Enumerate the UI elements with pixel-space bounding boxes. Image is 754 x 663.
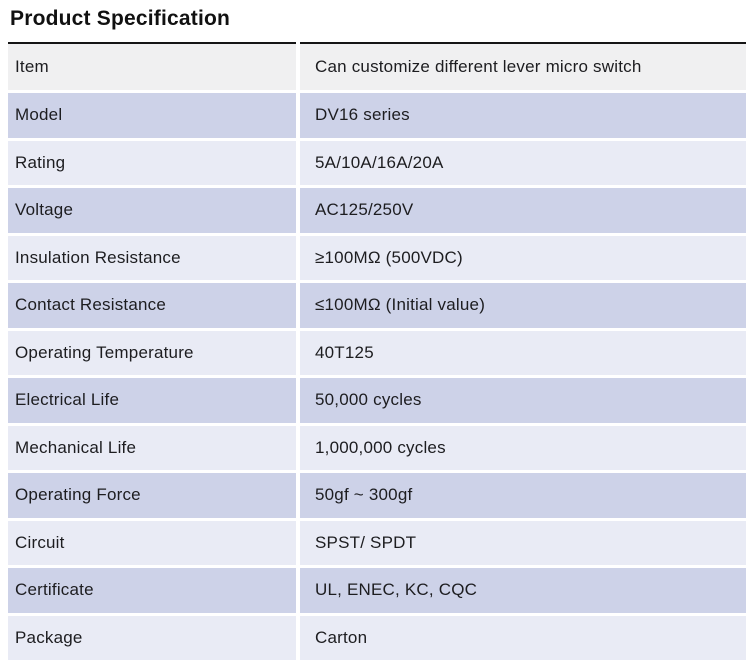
spec-value-cell: Carton: [300, 615, 746, 660]
spec-value-cell: ≤100MΩ (Initial value): [300, 283, 746, 328]
spec-value-cell: Can customize different lever micro swit…: [300, 42, 746, 90]
spec-value-cell: 50gf ~ 300gf: [300, 473, 746, 518]
spec-label-cell: Circuit: [8, 520, 296, 565]
spec-label-cell: Item: [8, 42, 296, 90]
spec-value-cell: 40T125: [300, 330, 746, 375]
spec-label-cell: Rating: [8, 140, 296, 185]
spec-table: Item Can customize different lever micro…: [4, 39, 750, 663]
spec-value-cell: SPST/ SPDT: [300, 520, 746, 565]
spec-row-contact-resistance: Contact Resistance ≤100MΩ (Initial value…: [8, 283, 746, 328]
spec-label-cell: Certificate: [8, 568, 296, 613]
spec-label-cell: Voltage: [8, 188, 296, 233]
spec-value-cell: 1,000,000 cycles: [300, 425, 746, 470]
spec-row-operating-temperature: Operating Temperature 40T125: [8, 330, 746, 375]
spec-label-cell: Electrical Life: [8, 378, 296, 423]
spec-row-certificate: Certificate UL, ENEC, KC, CQC: [8, 568, 746, 613]
spec-row-insulation-resistance: Insulation Resistance ≥100MΩ (500VDC): [8, 235, 746, 280]
spec-label-cell: Insulation Resistance: [8, 235, 296, 280]
page: Product Specification Item Can customize…: [0, 6, 754, 663]
spec-value-cell: DV16 series: [300, 93, 746, 138]
spec-label-cell: Mechanical Life: [8, 425, 296, 470]
spec-row-rating: Rating 5A/10A/16A/20A: [8, 140, 746, 185]
spec-row-electrical-life: Electrical Life 50,000 cycles: [8, 378, 746, 423]
spec-value-cell: ≥100MΩ (500VDC): [300, 235, 746, 280]
spec-label-cell: Contact Resistance: [8, 283, 296, 328]
spec-row-package: Package Carton: [8, 615, 746, 660]
spec-row-operating-force: Operating Force 50gf ~ 300gf: [8, 473, 746, 518]
page-title: Product Specification: [10, 7, 231, 30]
spec-table-body: Item Can customize different lever micro…: [8, 42, 746, 660]
spec-row-mechanical-life: Mechanical Life 1,000,000 cycles: [8, 425, 746, 470]
spec-row-circuit: Circuit SPST/ SPDT: [8, 520, 746, 565]
spec-row-item: Item Can customize different lever micro…: [8, 42, 746, 90]
spec-value-cell: 5A/10A/16A/20A: [300, 140, 746, 185]
spec-row-model: Model DV16 series: [8, 93, 746, 138]
spec-label-cell: Model: [8, 93, 296, 138]
spec-label-cell: Operating Temperature: [8, 330, 296, 375]
spec-value-cell: UL, ENEC, KC, CQC: [300, 568, 746, 613]
spec-label-cell: Package: [8, 615, 296, 660]
spec-row-voltage: Voltage AC125/250V: [8, 188, 746, 233]
spec-label-cell: Operating Force: [8, 473, 296, 518]
spec-value-cell: 50,000 cycles: [300, 378, 746, 423]
spec-value-cell: AC125/250V: [300, 188, 746, 233]
